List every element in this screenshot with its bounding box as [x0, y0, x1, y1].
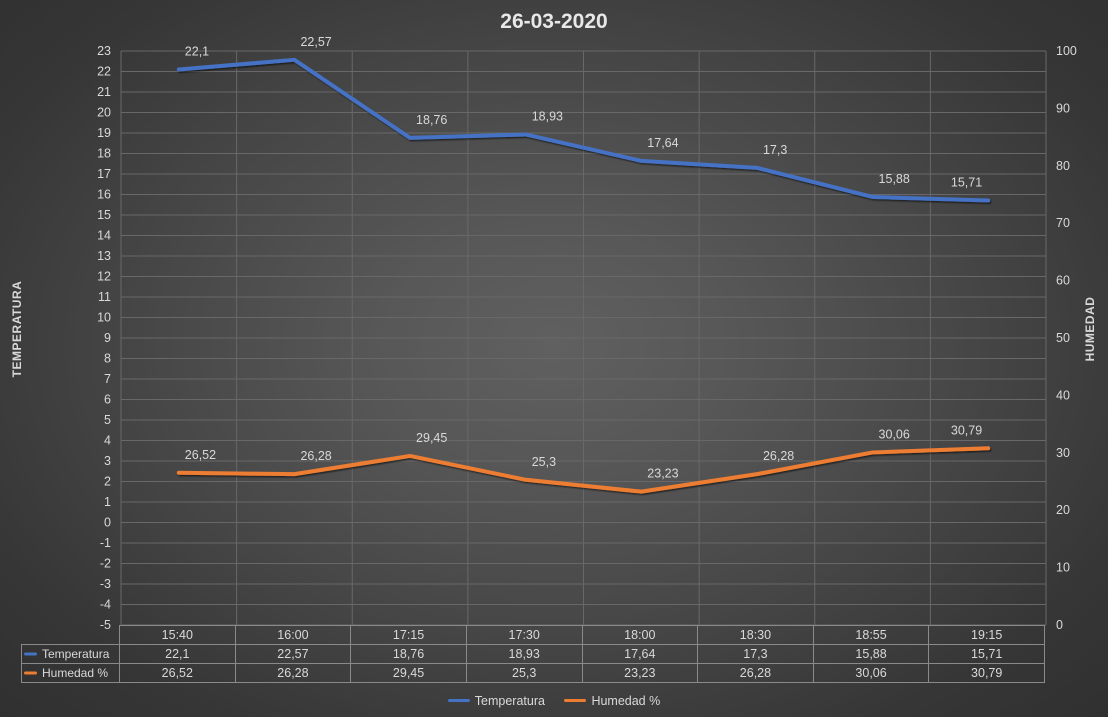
svg-text:17,3: 17,3: [763, 143, 787, 157]
svg-text:22,1: 22,1: [185, 44, 209, 58]
svg-text:80: 80: [1056, 159, 1070, 173]
svg-text:15,88: 15,88: [879, 172, 910, 186]
svg-text:17,64: 17,64: [647, 136, 678, 150]
svg-text:0: 0: [104, 516, 111, 530]
svg-text:23,23: 23,23: [647, 467, 678, 481]
svg-text:1: 1: [104, 495, 111, 509]
svg-text:13: 13: [97, 249, 111, 263]
svg-text:18: 18: [97, 147, 111, 161]
svg-text:7: 7: [104, 372, 111, 386]
svg-text:-4: -4: [100, 598, 111, 612]
svg-text:21: 21: [97, 85, 111, 99]
svg-text:23: 23: [97, 44, 111, 58]
svg-text:0: 0: [1056, 618, 1063, 632]
svg-text:10: 10: [1056, 561, 1070, 575]
svg-text:-1: -1: [100, 536, 111, 550]
svg-text:70: 70: [1056, 216, 1070, 230]
svg-text:30: 30: [1056, 446, 1070, 460]
svg-text:14: 14: [97, 229, 111, 243]
svg-text:9: 9: [104, 331, 111, 345]
svg-text:50: 50: [1056, 331, 1070, 345]
svg-text:-3: -3: [100, 577, 111, 591]
svg-text:30,06: 30,06: [879, 427, 910, 441]
svg-text:20: 20: [1056, 503, 1070, 517]
svg-text:20: 20: [97, 106, 111, 120]
svg-text:4: 4: [104, 434, 111, 448]
svg-text:100: 100: [1056, 44, 1077, 58]
svg-text:60: 60: [1056, 274, 1070, 288]
svg-text:30,79: 30,79: [951, 423, 982, 437]
svg-text:40: 40: [1056, 388, 1070, 402]
svg-text:26,28: 26,28: [300, 449, 331, 463]
svg-text:12: 12: [97, 270, 111, 284]
svg-text:29,45: 29,45: [416, 431, 447, 445]
svg-text:15,71: 15,71: [951, 175, 982, 189]
svg-text:5: 5: [104, 413, 111, 427]
svg-text:26,52: 26,52: [185, 448, 216, 462]
svg-text:-2: -2: [100, 557, 111, 571]
svg-text:8: 8: [104, 352, 111, 366]
svg-text:11: 11: [98, 290, 111, 304]
svg-text:2: 2: [104, 475, 111, 489]
svg-text:22: 22: [97, 65, 111, 79]
svg-text:18,76: 18,76: [416, 113, 447, 127]
svg-text:10: 10: [97, 311, 111, 325]
svg-text:19: 19: [97, 126, 111, 140]
svg-text:15: 15: [97, 208, 111, 222]
svg-text:26,28: 26,28: [763, 449, 794, 463]
svg-text:6: 6: [104, 393, 111, 407]
svg-text:16: 16: [97, 188, 111, 202]
svg-text:3: 3: [104, 454, 111, 468]
svg-text:22,57: 22,57: [300, 35, 331, 49]
svg-text:90: 90: [1056, 101, 1070, 115]
svg-text:25,3: 25,3: [532, 455, 556, 469]
svg-text:17: 17: [97, 167, 111, 181]
svg-text:18,93: 18,93: [532, 109, 563, 123]
